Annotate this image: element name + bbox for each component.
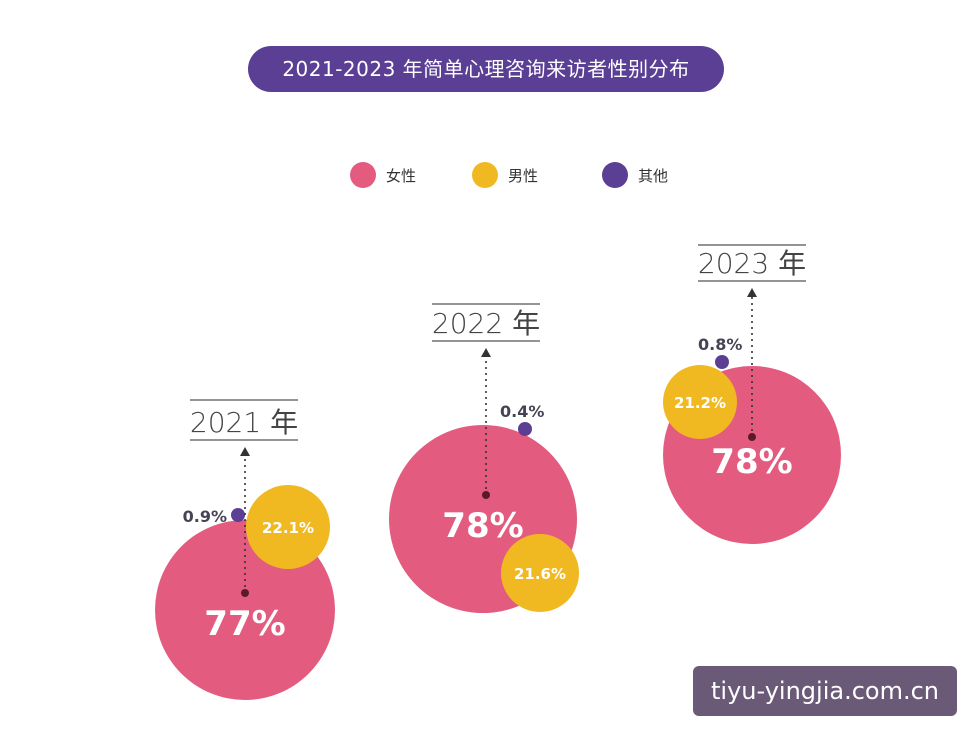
year-1-leader-dot bbox=[482, 491, 490, 499]
year-0-female-value-label: 77% bbox=[204, 604, 285, 644]
legend: 女性 男性 其他 bbox=[345, 160, 685, 190]
year-0-male-bubble bbox=[246, 485, 330, 569]
chart-title: 2021-2023 年简单心理咨询来访者性别分布 bbox=[248, 46, 724, 92]
year-1-female-value-label: 78% bbox=[442, 506, 523, 546]
year-1-male-bubble bbox=[501, 534, 579, 612]
legend-item-female: 女性 bbox=[350, 160, 416, 190]
year-1-other-dot bbox=[518, 422, 532, 436]
legend-swatch-female bbox=[350, 162, 376, 188]
year-1-year-label: 2022 年 bbox=[432, 307, 540, 340]
year-2-leader-arrow bbox=[747, 288, 757, 297]
legend-label-female: 女性 bbox=[386, 166, 417, 185]
year-0-other-value-label: 0.9% bbox=[183, 507, 227, 526]
year-2-other-dot bbox=[715, 355, 729, 369]
year-2-male-bubble bbox=[663, 365, 737, 439]
legend-swatch-other bbox=[602, 162, 628, 188]
year-1-leader-arrow bbox=[481, 348, 491, 357]
legend-item-other: 其他 bbox=[602, 160, 668, 190]
year-2-leader-dot bbox=[748, 433, 756, 441]
legend-label-other: 其他 bbox=[638, 166, 669, 185]
year-0-year-label: 2021 年 bbox=[190, 406, 298, 439]
legend-label-male: 男性 bbox=[508, 166, 539, 185]
year-0-leader-arrow bbox=[240, 447, 250, 456]
year-0-male-value-label: 22.1% bbox=[262, 519, 314, 537]
watermark: tiyu-yingjia.com.cn bbox=[693, 666, 957, 716]
year-2-female-value-label: 78% bbox=[711, 442, 792, 482]
year-2-male-value-label: 21.2% bbox=[674, 394, 726, 412]
year-0-other-dot bbox=[231, 508, 245, 522]
year-1-other-value-label: 0.4% bbox=[500, 402, 544, 421]
year-1-male-value-label: 21.6% bbox=[514, 565, 566, 583]
legend-item-male: 男性 bbox=[472, 160, 538, 190]
legend-swatch-male bbox=[472, 162, 498, 188]
year-0-leader-dot bbox=[241, 589, 249, 597]
year-2-year-label: 2023 年 bbox=[698, 247, 806, 280]
year-2-other-value-label: 0.8% bbox=[698, 335, 742, 354]
